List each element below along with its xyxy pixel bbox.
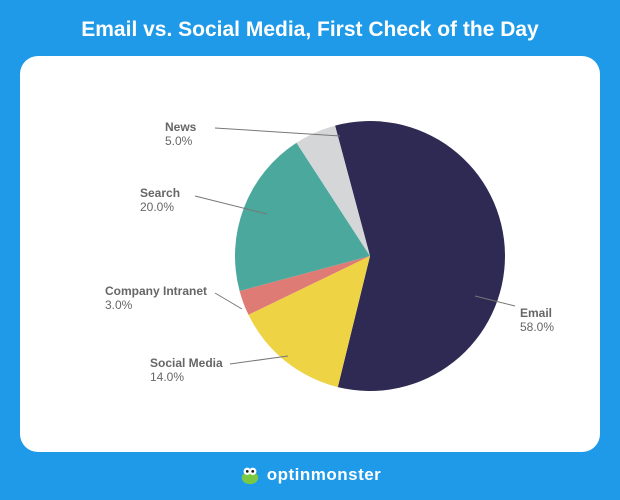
brand-mascot-icon (239, 464, 261, 486)
slice-label-social-media: Social Media14.0% (150, 356, 223, 385)
slice-label-pct: 5.0% (165, 134, 196, 148)
leader-line (215, 293, 242, 309)
slice-label-search: Search20.0% (140, 186, 180, 215)
chart-area: Email58.0% Social Media14.0% Company Intra… (20, 56, 600, 452)
brand-name: optinmonster (267, 465, 382, 485)
leader-line (195, 196, 267, 214)
slice-label-company-intranet: Company Intranet3.0% (105, 284, 207, 313)
slice-label-name: Social Media (150, 356, 223, 370)
slice-label-pct: 14.0% (150, 370, 223, 384)
slice-label-pct: 20.0% (140, 200, 180, 214)
slice-label-name: Company Intranet (105, 284, 207, 298)
leader-line (230, 356, 288, 364)
slice-label-name: News (165, 120, 196, 134)
slice-label-news: News5.0% (165, 120, 196, 149)
mascot-pupil-left (246, 470, 249, 473)
chart-title: Email vs. Social Media, First Check of t… (20, 18, 600, 42)
chart-card: Email58.0% Social Media14.0% Company Intra… (20, 56, 600, 452)
leader-lines (20, 56, 600, 452)
slice-label-name: Search (140, 186, 180, 200)
leader-line (215, 128, 340, 136)
slice-label-email: Email58.0% (520, 306, 554, 335)
page-root: Email vs. Social Media, First Check of t… (0, 0, 620, 500)
slice-label-pct: 58.0% (520, 320, 554, 334)
footer: optinmonster (20, 464, 600, 486)
slice-label-pct: 3.0% (105, 298, 207, 312)
mascot-pupil-right (251, 470, 254, 473)
slice-label-name: Email (520, 306, 554, 320)
leader-line (475, 296, 515, 306)
